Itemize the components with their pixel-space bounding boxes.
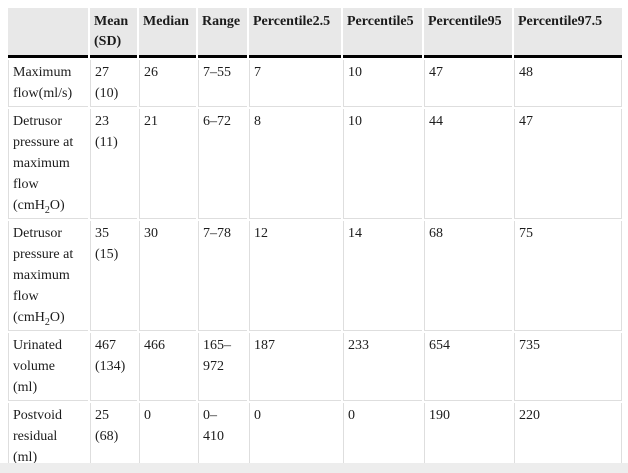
data-cell: 6–72 [198,109,247,219]
data-cell: 7–55 [198,60,247,107]
data-cell: 7–78 [198,221,247,331]
data-cell: 30 [139,221,196,331]
header-cell-median: Median [139,8,196,58]
data-cell: 35 (15) [90,221,137,331]
data-cell: 7 [249,60,341,107]
header-cell-percentile97-5: Percentile97.5 [514,8,622,58]
data-cell: 23 (11) [90,109,137,219]
header-cell-percentile95: Percentile95 [424,8,512,58]
stats-table: Mean (SD) Median Range Percentile2.5 Per… [6,6,624,473]
data-cell: 233 [343,333,422,401]
table-row-urinated-volume: Urinated volume (ml) 467 (134) 466 165– … [8,333,622,401]
header-cell-empty [8,8,88,58]
data-cell: 12 [249,221,341,331]
table-row-postvoid-residual: Postvoid residual (ml) 25 (68) 0 0– 410 … [8,403,622,471]
data-cell: 0– 410 [198,403,247,471]
table-row-detrusor-pressure-2: Detrusor pressure at maximum flow (cmH2O… [8,221,622,331]
table-row-maximum-flow: Maximum flow(ml/s) 27 (10) 26 7–55 7 10 … [8,60,622,107]
data-cell: 14 [343,221,422,331]
subscript: 2 [44,316,50,328]
header-cell-mean-sd: Mean (SD) [90,8,137,58]
row-label-cell: Detrusor pressure at maximum flow (cmH2O… [8,109,88,219]
row-label-cell: Postvoid residual (ml) [8,403,88,471]
data-cell: 75 [514,221,622,331]
data-cell: 47 [514,109,622,219]
data-cell: 220 [514,403,622,471]
data-cell: 0 [343,403,422,471]
header-row: Mean (SD) Median Range Percentile2.5 Per… [8,8,622,58]
data-cell: 44 [424,109,512,219]
data-cell: 735 [514,333,622,401]
header-cell-range: Range [198,8,247,58]
data-cell: 165– 972 [198,333,247,401]
header-cell-percentile2-5: Percentile2.5 [249,8,341,58]
data-cell: 10 [343,109,422,219]
data-cell: 21 [139,109,196,219]
header-cell-percentile5: Percentile5 [343,8,422,58]
data-cell: 26 [139,60,196,107]
table-row-detrusor-pressure-1: Detrusor pressure at maximum flow (cmH2O… [8,109,622,219]
data-cell: 68 [424,221,512,331]
data-cell: 467 (134) [90,333,137,401]
data-cell: 654 [424,333,512,401]
data-cell: 10 [343,60,422,107]
data-cell: 48 [514,60,622,107]
data-cell: 47 [424,60,512,107]
data-cell: 0 [139,403,196,471]
data-cell: 0 [249,403,341,471]
row-label-cell: Urinated volume (ml) [8,333,88,401]
data-cell: 27 (10) [90,60,137,107]
subscript: 2 [44,204,50,216]
data-cell: 187 [249,333,341,401]
data-cell: 466 [139,333,196,401]
row-label-cell: Detrusor pressure at maximum flow (cmH2O… [8,221,88,331]
row-label-cell: Maximum flow(ml/s) [8,60,88,107]
data-cell: 190 [424,403,512,471]
data-cell: 25 (68) [90,403,137,471]
data-cell: 8 [249,109,341,219]
bottom-strip [0,463,628,473]
